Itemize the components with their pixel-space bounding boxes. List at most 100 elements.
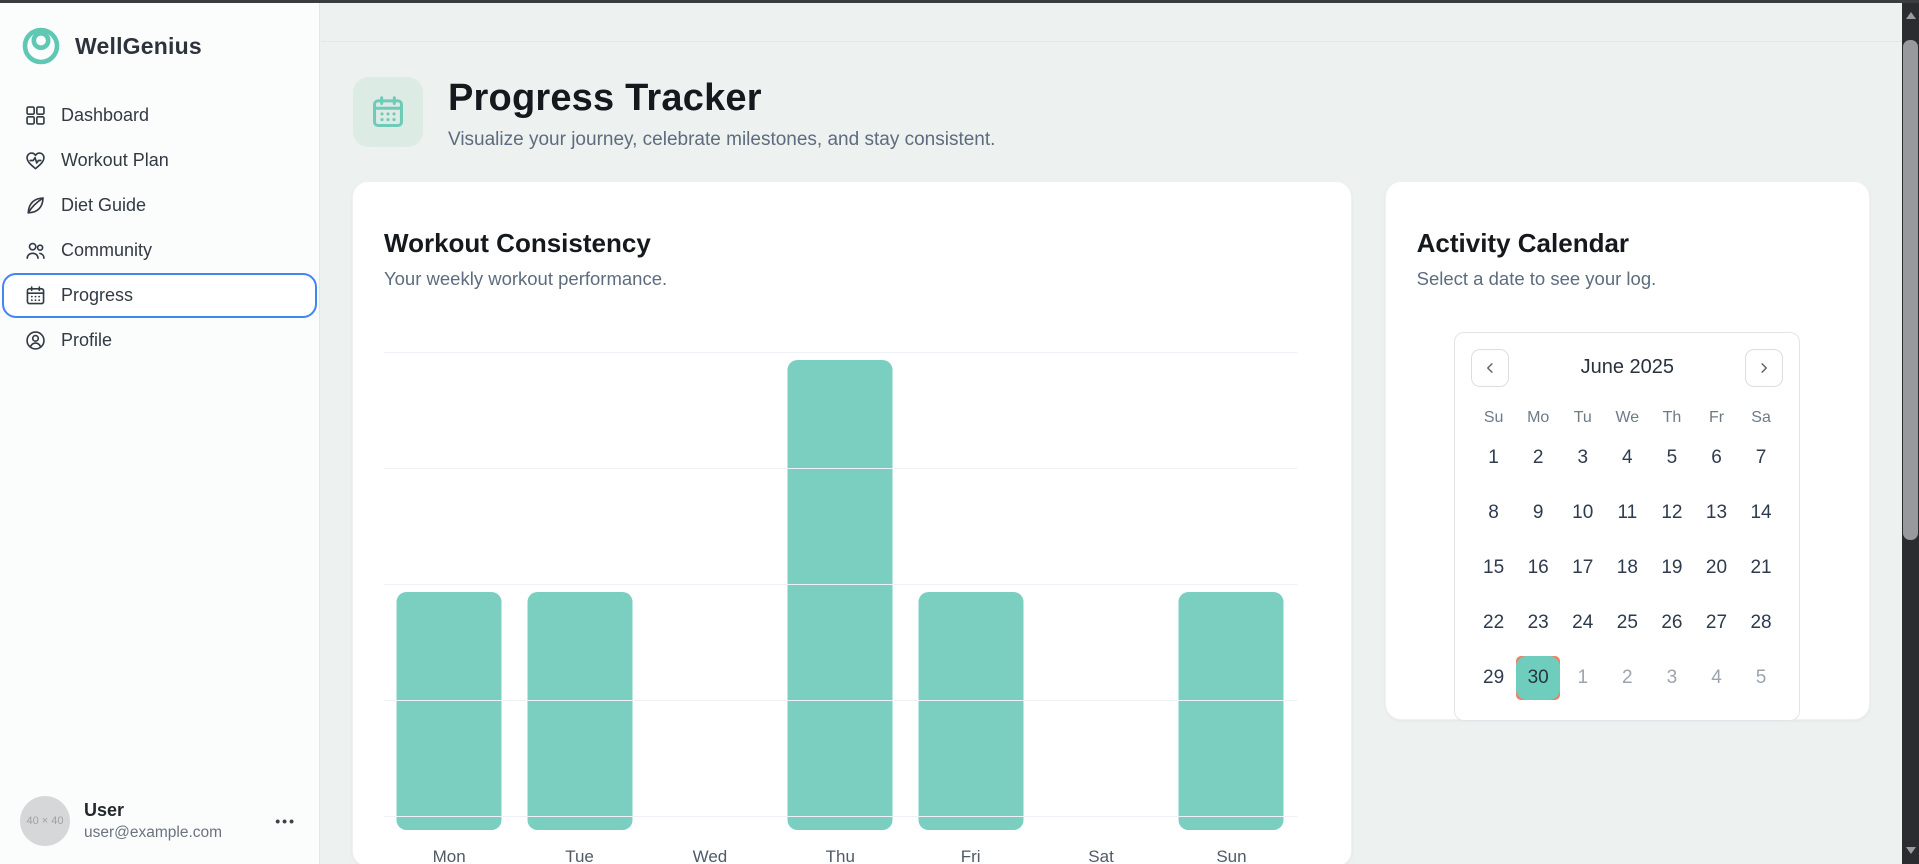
scrollbar[interactable] (1902, 0, 1919, 864)
sidebar-item-dashboard[interactable]: Dashboard (2, 93, 317, 138)
calendar-day[interactable]: 25 (1616, 612, 1638, 634)
bar-fri[interactable] (918, 591, 1024, 830)
calendar-week-row: 29 30 1 2 3 4 5 (1471, 651, 1783, 706)
scrollbar-thumb[interactable] (1903, 40, 1918, 540)
calendar-month-label: June 2025 (1580, 356, 1675, 379)
calendar-next-button[interactable] (1745, 348, 1784, 387)
grid-icon (24, 104, 47, 127)
bar-sun[interactable] (1178, 591, 1284, 830)
calendar-day[interactable]: 29 (1483, 667, 1505, 689)
calendar-nav: June 2025 (1471, 348, 1784, 387)
user-name: User (84, 800, 125, 820)
calendar-cell: 29 (1471, 656, 1516, 700)
calendar-cell: 8 (1471, 491, 1516, 535)
calendar-day[interactable]: 28 (1750, 612, 1772, 634)
x-axis-label: Mon (432, 846, 466, 864)
calendar-day[interactable]: 22 (1483, 612, 1505, 634)
weekday-header: Su (1483, 408, 1504, 426)
calendar-day[interactable]: 13 (1705, 502, 1728, 524)
sidebar-item-label: Diet Guide (61, 195, 147, 215)
calendar-cell: 25 (1605, 601, 1650, 645)
calendar-cell: 14 (1739, 491, 1784, 535)
bar-column-sat (1036, 352, 1166, 830)
sidebar-item-community[interactable]: Community (2, 228, 317, 273)
chart-gridline (384, 815, 1297, 817)
calendar-cell: 19 (1650, 546, 1695, 590)
calendar-day[interactable]: 12 (1661, 502, 1683, 524)
calendar-day[interactable]: 19 (1661, 557, 1683, 579)
chart-bars (384, 352, 1297, 830)
calendar-cell: 16 (1516, 546, 1561, 590)
bar-chart: Mon Tue Wed Thu Fri Sat Sun (384, 351, 1297, 864)
user-menu-button[interactable]: ••• (275, 813, 296, 829)
calendar-day[interactable]: 2 (1622, 667, 1633, 689)
calendar-day[interactable]: 3 (1577, 447, 1589, 469)
calendar-cell: 21 (1739, 546, 1784, 590)
calendar-cell: 26 (1650, 601, 1695, 645)
calendar-cell: 27 (1694, 601, 1739, 645)
calendar-day[interactable]: 1 (1488, 447, 1499, 469)
calendar-day[interactable]: 23 (1527, 612, 1549, 634)
calendar-day[interactable]: 8 (1488, 502, 1499, 524)
calendar-day[interactable]: 1 (1577, 667, 1589, 689)
window-top-edge (0, 0, 1919, 3)
top-bar (321, 3, 1902, 42)
calendar-cell: 2 (1605, 656, 1650, 700)
calendar-cell: 23 (1516, 601, 1561, 645)
bar-column-sun (1166, 352, 1296, 830)
calendar-day[interactable]: 2 (1532, 447, 1544, 469)
calendar-cell: 28 (1739, 601, 1784, 645)
chart-gridline (384, 583, 1297, 585)
calendar-day[interactable]: 18 (1616, 557, 1638, 579)
calendar-day[interactable]: 6 (1711, 447, 1722, 469)
sidebar: WellGenius Dashboard Workout Plan Diet Gui… (0, 3, 320, 864)
calendar-day[interactable]: 27 (1705, 612, 1728, 634)
calendar-prev-button[interactable] (1471, 348, 1510, 387)
calendar-cell: 1 (1560, 656, 1605, 700)
calendar-day[interactable]: 4 (1711, 667, 1722, 689)
calendar-cell: 9 (1516, 491, 1561, 535)
app-logo: WellGenius (0, 3, 319, 77)
calendar-day[interactable]: 10 (1572, 502, 1594, 524)
calendar-cell: 20 (1694, 546, 1739, 590)
calendar-icon (353, 77, 423, 147)
calendar-day[interactable]: 14 (1750, 502, 1772, 524)
calendar-day[interactable]: 3 (1666, 667, 1678, 689)
calendar-day[interactable]: 7 (1755, 447, 1767, 469)
calendar-day[interactable]: 24 (1572, 612, 1594, 634)
sidebar-item-progress[interactable]: Progress (2, 273, 317, 318)
bar-column-tue (514, 352, 644, 830)
sidebar-item-diet-guide[interactable]: Diet Guide (2, 183, 317, 228)
chart-subtitle: Your weekly workout performance. (384, 267, 668, 289)
calendar-day[interactable]: 20 (1705, 557, 1728, 579)
calendar-cell: 30 (1516, 656, 1561, 701)
bar-mon[interactable] (396, 591, 502, 830)
x-axis-label: Fri (960, 846, 981, 864)
calendar-day[interactable]: 17 (1572, 557, 1594, 579)
calendar-day[interactable]: 15 (1483, 557, 1505, 579)
scroll-down-arrow-icon[interactable] (1902, 838, 1919, 862)
calendar-day[interactable]: 4 (1622, 447, 1633, 469)
calendar-day[interactable]: 9 (1532, 502, 1544, 524)
calendar-day-selected[interactable]: 30 (1516, 656, 1561, 701)
calendar-cell: 3 (1560, 436, 1605, 480)
workout-consistency-card: Workout Consistency Your weekly workout … (352, 180, 1352, 864)
calendar-day[interactable]: 21 (1750, 557, 1772, 579)
sidebar-item-profile[interactable]: Profile (2, 318, 317, 363)
scroll-up-arrow-icon[interactable] (1902, 3, 1919, 27)
bar-tue[interactable] (527, 591, 633, 830)
calendar-cell: 24 (1560, 601, 1605, 645)
calendar-cell: 4 (1694, 656, 1739, 700)
chart-gridline (384, 351, 1297, 353)
calendar-day[interactable]: 16 (1527, 557, 1549, 579)
sidebar-item-workout-plan[interactable]: Workout Plan (2, 138, 317, 183)
user-box: 40 × 40 User user@example.com ••• (0, 784, 320, 858)
calendar-day[interactable]: 26 (1661, 612, 1683, 634)
calendar-day[interactable]: 11 (1617, 502, 1638, 524)
x-axis-label: Sat (1088, 846, 1114, 864)
calendar-day[interactable]: 5 (1666, 447, 1678, 469)
bar-thu[interactable] (787, 359, 893, 830)
weekday-header: Mo (1527, 408, 1550, 426)
calendar-week-row: 8 9 10 11 12 13 14 (1471, 486, 1783, 541)
calendar-day[interactable]: 5 (1755, 667, 1767, 689)
